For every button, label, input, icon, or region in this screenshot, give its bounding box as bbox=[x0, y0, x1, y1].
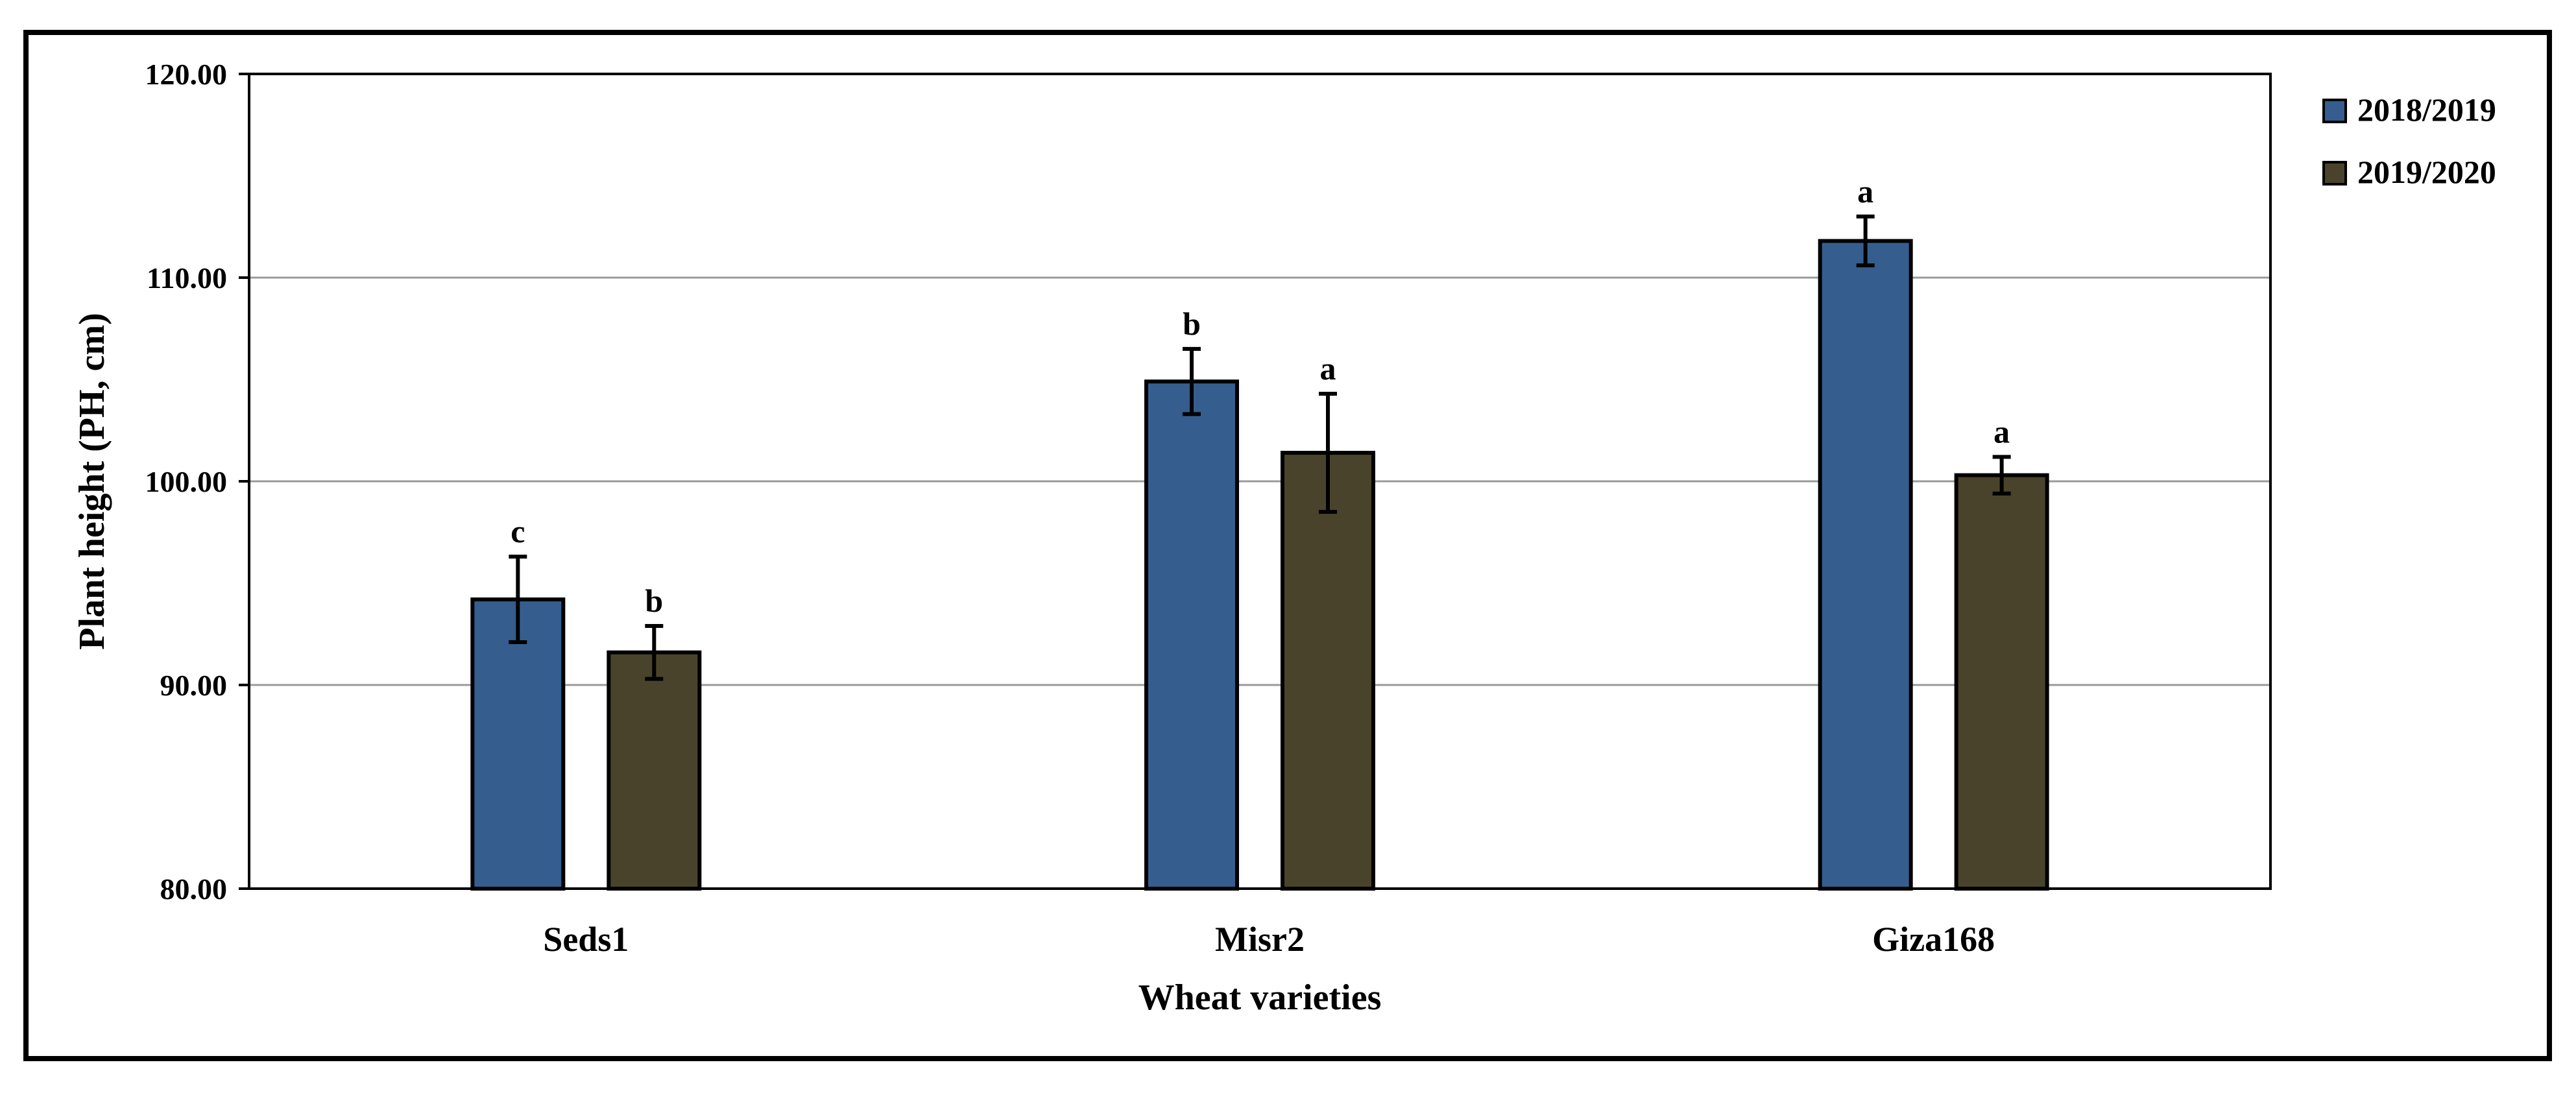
y-axis-label: Plant height (PH, cm) bbox=[72, 313, 112, 649]
x-tick-label: Giza168 bbox=[1872, 920, 1995, 959]
error-bars bbox=[509, 214, 2011, 681]
x-tick-label: Misr2 bbox=[1215, 920, 1305, 959]
significance-letter: a bbox=[1993, 413, 2010, 450]
bar bbox=[1818, 239, 1913, 891]
y-tick-label: 110.00 bbox=[147, 261, 227, 294]
bars bbox=[470, 239, 2049, 891]
significance-letter: b bbox=[1183, 306, 1201, 342]
y-tick-label: 120.00 bbox=[145, 58, 228, 91]
x-axis-ticks: Seds1 Misr2 Giza168 bbox=[543, 920, 1995, 959]
x-axis-label: Wheat varieties bbox=[1138, 978, 1382, 1018]
gridlines bbox=[249, 276, 2270, 686]
significance-letter: c bbox=[511, 513, 525, 549]
bar bbox=[1144, 379, 1239, 891]
legend-swatch bbox=[2322, 99, 2347, 123]
y-tick-label: 90.00 bbox=[160, 669, 228, 702]
y-tick-label: 80.00 bbox=[160, 872, 228, 906]
legend-label: 2019/2020 bbox=[2357, 154, 2496, 190]
y-tick-label: 100.00 bbox=[145, 465, 228, 498]
significance-letter: b bbox=[645, 582, 663, 619]
bar bbox=[607, 650, 702, 891]
bar bbox=[1281, 451, 1375, 891]
legend: 2018/2019 2019/2020 bbox=[2322, 91, 2496, 190]
significance-letter: a bbox=[1857, 173, 1873, 210]
significance-letters: c b b a a a bbox=[511, 173, 2010, 619]
bar bbox=[1954, 473, 2049, 891]
legend-label: 2018/2019 bbox=[2357, 91, 2496, 128]
x-tick-label: Seds1 bbox=[543, 920, 629, 959]
y-axis-ticks: 80.00 90.00 100.00 110.00 120.00 bbox=[145, 58, 249, 906]
significance-letter: a bbox=[1320, 350, 1336, 387]
legend-swatch bbox=[2322, 161, 2347, 186]
